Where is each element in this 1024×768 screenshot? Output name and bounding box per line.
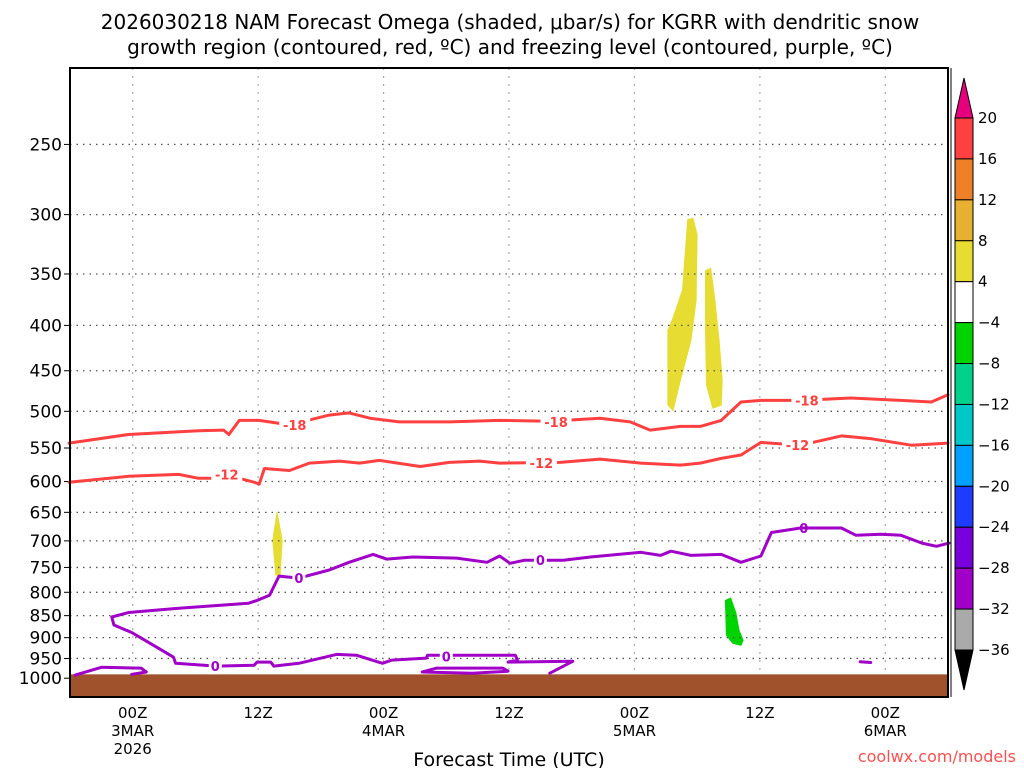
colorbar-label: 8: [978, 232, 988, 250]
y-tick-label: 400: [30, 316, 62, 336]
contour-label: -12: [530, 457, 554, 472]
colorbar-swatch: [954, 240, 974, 283]
x-tick-label: 12Z: [494, 704, 523, 722]
y-tick-label: 850: [30, 607, 62, 627]
x-tick-label: 4MAR: [362, 722, 405, 740]
contour-label: -12: [215, 468, 239, 483]
shaded-region-omega-4-8-c: [705, 267, 723, 409]
colorbar: 20 16 12 8 4 −4 −8 −12 −16 −20 −24 −28 −32 −36: [950, 68, 1010, 697]
contour-freezing-level-loop: [420, 666, 510, 675]
colorbar-swatch: [954, 485, 974, 528]
shaded-region-omega-4-8-a: [272, 512, 283, 576]
x-tick-label: 00Z: [871, 704, 900, 722]
colorbar-swatch: [954, 444, 974, 487]
x-tick-label: 3MAR: [111, 722, 154, 740]
contour-label-bg: [208, 658, 222, 675]
colorbar-swatch: [954, 526, 974, 569]
x-tick-label: 6MAR: [864, 722, 907, 740]
colorbar-swatch: [954, 363, 974, 405]
x-tick-label: 2026: [114, 740, 152, 758]
colorbar-label: 16: [978, 150, 997, 168]
colorbar-label: −20: [978, 477, 1010, 495]
y-tick-label: 700: [30, 532, 62, 552]
x-tick-label: 12Z: [243, 704, 272, 722]
contour-label-bg: [781, 437, 813, 454]
y-tick-label: 1000: [19, 669, 62, 689]
contour-label: 0: [294, 572, 303, 587]
colorbar-label: 12: [978, 191, 997, 209]
x-tick-label: 12Z: [745, 704, 774, 722]
y-tick-label: 900: [30, 629, 62, 649]
contour-label-bg: [439, 648, 453, 665]
y-tick-label: 950: [30, 649, 62, 669]
colorbar-under-triangle: [954, 649, 974, 691]
colorbar-swatch: [954, 608, 974, 651]
contour-freezing-level-upper: [589, 526, 951, 564]
x-tick-label: 00Z: [369, 704, 398, 722]
colorbar-label: −36: [978, 641, 1010, 659]
contour-dgz-minus18: [67, 393, 950, 445]
contour-freezing-level-blob: [858, 660, 873, 664]
contour-label-bg: [540, 413, 572, 430]
contour-label: 0: [536, 554, 545, 569]
contour-label-bg: [211, 466, 243, 483]
y-tick-label: 750: [30, 558, 62, 578]
colorbar-over-triangle: [954, 77, 974, 119]
plot-area: 2503003504004505005506006507007508008509…: [19, 67, 951, 758]
contour-label: -18: [544, 416, 568, 431]
colorbar-swatch: [954, 158, 974, 201]
y-tick-label: 300: [30, 206, 62, 226]
contour-label-bg: [791, 392, 823, 409]
contour-label-bg: [292, 570, 306, 587]
colorbar-swatch: [954, 281, 974, 324]
x-tick-label: 00Z: [118, 704, 147, 722]
colorbar-label: −12: [978, 395, 1010, 413]
contour-label: -18: [283, 419, 307, 434]
colorbar-swatch: [954, 199, 974, 242]
y-tick-label: 350: [30, 265, 62, 285]
colorbar-label: 4: [978, 273, 988, 291]
contour-label: 0: [799, 522, 808, 537]
x-tick-label: 5MAR: [613, 722, 656, 740]
y-tick-label: 250: [30, 135, 62, 155]
colorbar-label: −32: [978, 600, 1010, 618]
contour-label-bg: [525, 455, 557, 472]
chart-title-line-1: 2026030218 NAM Forecast Omega (shaded, μ…: [101, 10, 919, 34]
colorbar-swatch: [954, 117, 974, 160]
contour-freezing-level-main: [110, 552, 592, 675]
y-tick-label: 650: [30, 503, 62, 523]
colorbar-label: −4: [978, 314, 1000, 332]
contour-label: -18: [795, 394, 819, 409]
colorbar-label: −28: [978, 559, 1010, 577]
colorbar-swatch: [954, 567, 974, 610]
colorbar-label: 20: [978, 109, 997, 127]
credit-text: coolwx.com/models: [858, 747, 1016, 766]
contour-dgz-minus12: [67, 434, 950, 486]
contour-freezing-level-sfc-left: [73, 665, 148, 677]
contour-label: 0: [442, 650, 451, 665]
shaded-region-omega-4-8-b: [667, 217, 698, 412]
colorbar-label: −24: [978, 518, 1010, 536]
y-tick-label: 500: [30, 402, 62, 422]
shaded-region-omega-neg8-neg4: [724, 597, 744, 646]
colorbar-label: −8: [978, 355, 1000, 373]
y-tick-label: 600: [30, 473, 62, 493]
contour-label-bg: [279, 416, 311, 433]
chart-title-line-2: growth region (contoured, red, ºC) and f…: [127, 35, 893, 59]
y-tick-label: 550: [30, 439, 62, 459]
colorbar-swatch: [954, 322, 974, 365]
x-tick-label: 00Z: [620, 704, 649, 722]
y-tick-label: 450: [30, 362, 62, 382]
y-tick-label: 800: [30, 583, 62, 603]
colorbar-label: −16: [978, 436, 1010, 454]
contour-label-bg: [533, 552, 547, 569]
plot-frame: [69, 67, 949, 698]
x-axis-label: Forecast Time (UTC): [413, 749, 604, 768]
contour-label: 0: [211, 660, 220, 675]
colorbar-swatch: [954, 403, 974, 446]
contour-label: -12: [786, 439, 810, 454]
terrain-fill: [70, 674, 948, 697]
